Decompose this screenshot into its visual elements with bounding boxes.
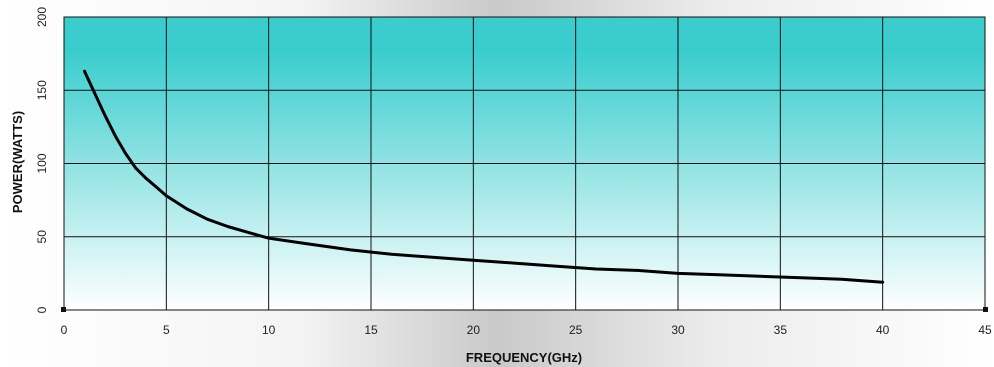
x-tick-label: 0 bbox=[61, 323, 68, 337]
plot-border bbox=[63, 16, 986, 311]
series-line bbox=[83, 69, 885, 284]
y-axis-ticks: 0 50 100 150 200 bbox=[35, 7, 49, 314]
x-end-marker bbox=[983, 307, 988, 312]
x-tick-label: 40 bbox=[876, 323, 890, 337]
x-axis-ticks: 0 5 10 15 20 25 30 35 40 45 bbox=[61, 323, 992, 337]
y-tick-label: 100 bbox=[35, 153, 49, 173]
y-tick-label: 0 bbox=[35, 306, 49, 313]
x-tick-label: 5 bbox=[163, 323, 170, 337]
y-tick-label: 150 bbox=[35, 80, 49, 100]
origin-marker bbox=[61, 307, 66, 312]
x-tick-label: 35 bbox=[774, 323, 788, 337]
y-tick-label: 50 bbox=[35, 230, 49, 244]
x-axis-title: FREQUENCY(GHz) bbox=[466, 350, 582, 365]
y-tick-label: 200 bbox=[35, 7, 49, 27]
x-tick-label: 45 bbox=[978, 323, 992, 337]
x-tick-label: 30 bbox=[671, 323, 685, 337]
series-group bbox=[83, 69, 885, 284]
y-axis-title: POWER(WATTS) bbox=[10, 111, 25, 213]
x-tick-label: 20 bbox=[467, 323, 481, 337]
x-tick-label: 10 bbox=[262, 323, 276, 337]
grid-lines bbox=[61, 16, 988, 312]
x-tick-label: 25 bbox=[569, 323, 583, 337]
x-tick-label: 15 bbox=[364, 323, 378, 337]
